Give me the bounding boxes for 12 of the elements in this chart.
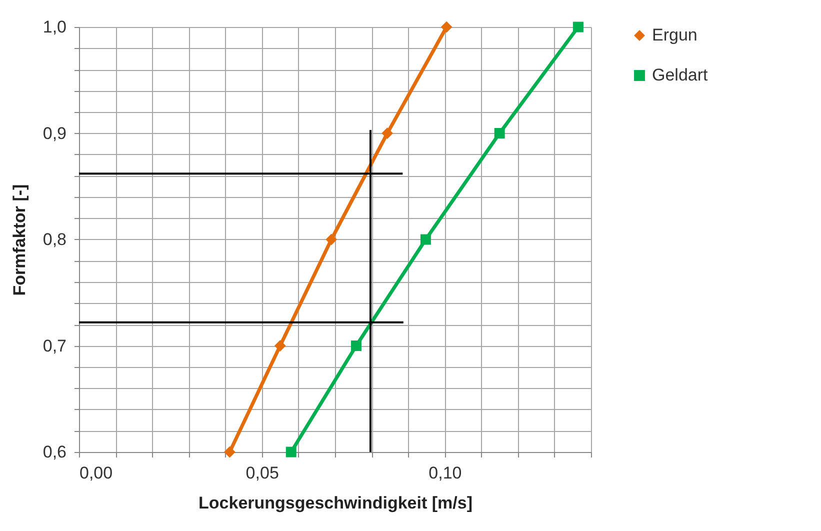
y-tick-label: 1,0 xyxy=(42,18,66,36)
x-tick-label: 0,00 xyxy=(80,464,113,482)
y-tick-label: 0,9 xyxy=(42,124,66,143)
x-tick-label: 0,10 xyxy=(428,464,462,482)
legend-label: Ergun xyxy=(652,26,698,44)
y-axis-title: Formfaktor [-] xyxy=(10,184,29,296)
x-tick-label: 0,05 xyxy=(246,464,279,482)
legend-label: Geldart xyxy=(652,66,708,84)
y-tick-label: 0,7 xyxy=(42,336,66,356)
y-tick-label: 0,6 xyxy=(42,442,66,462)
y-tick-label: 0,8 xyxy=(42,230,66,249)
x-axis-title: Lockerungsgeschwindigkeit [m/s] xyxy=(198,494,472,512)
